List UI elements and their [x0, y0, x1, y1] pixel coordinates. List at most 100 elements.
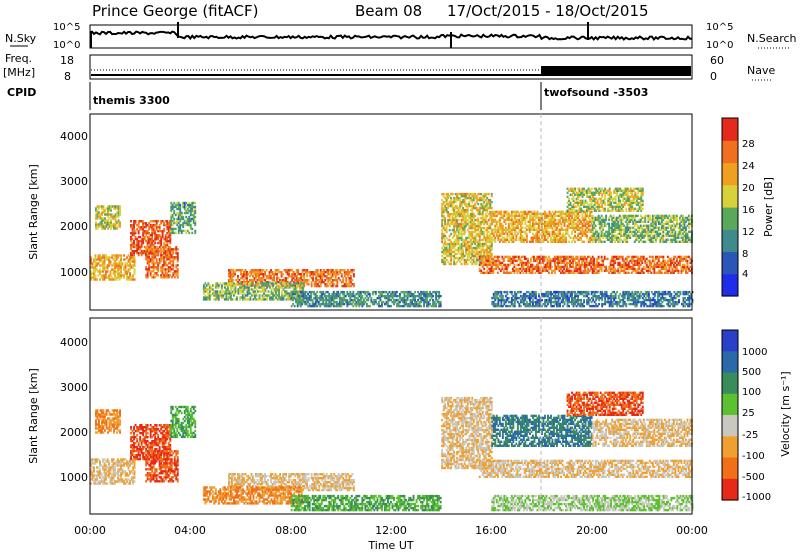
power-cell — [170, 254, 173, 257]
power-cell — [151, 226, 154, 229]
power-cell — [173, 248, 176, 251]
power-cell — [605, 265, 608, 269]
power-cell — [123, 274, 125, 277]
power-cell — [176, 217, 179, 221]
power-cell — [338, 304, 341, 308]
power-cell — [142, 222, 145, 225]
power-cell — [249, 284, 251, 288]
power-cell — [213, 290, 216, 293]
power-cell — [252, 283, 254, 286]
power-cell — [208, 286, 211, 289]
power-cell — [176, 270, 179, 273]
power-cell — [361, 296, 364, 300]
power-cell — [240, 288, 243, 291]
power-cell — [264, 298, 267, 301]
power-cell — [101, 227, 103, 230]
power-cell — [394, 298, 397, 302]
power-cell — [350, 302, 353, 306]
power-cell — [169, 258, 172, 261]
power-cell — [267, 282, 270, 285]
power-cell — [252, 298, 255, 301]
power-cell — [319, 279, 322, 282]
power-cell — [155, 224, 158, 227]
power-cell — [241, 283, 244, 286]
power-cell — [164, 239, 167, 243]
power-cell — [117, 211, 120, 214]
power-cell — [229, 275, 232, 278]
power-cell — [500, 210, 503, 214]
power-cell — [328, 300, 331, 304]
power-cell — [248, 290, 250, 293]
power-cell — [176, 258, 179, 261]
power-cell — [142, 220, 145, 223]
power-cell — [351, 283, 354, 286]
power-cell — [284, 286, 286, 289]
power-cell — [343, 283, 346, 286]
power-cell — [300, 275, 303, 278]
power-cell — [235, 279, 238, 282]
power-cell — [107, 211, 109, 214]
power-cell — [322, 269, 325, 272]
power-cell — [264, 271, 266, 274]
power-cell — [160, 248, 163, 251]
power-cell — [166, 264, 169, 267]
power-cell — [173, 221, 176, 225]
power-cell — [257, 284, 259, 287]
power-cell — [105, 207, 108, 210]
power-cell — [409, 298, 412, 302]
power-cell — [403, 290, 406, 294]
power-cell — [325, 269, 328, 272]
power-cell — [403, 296, 406, 300]
power-cell — [295, 281, 298, 284]
power-cell — [340, 300, 343, 304]
power-cell — [296, 296, 299, 299]
power-cell — [352, 290, 355, 294]
power-cell — [270, 284, 273, 287]
power-cell — [261, 296, 264, 299]
power-cell — [164, 268, 167, 271]
power-cell — [292, 284, 295, 288]
power-cell — [361, 304, 364, 308]
power-cell — [146, 276, 149, 279]
power-cell — [170, 276, 173, 279]
power-cell — [304, 296, 307, 300]
power-cell — [305, 300, 308, 304]
power-cell — [101, 213, 103, 216]
power-cell — [126, 270, 128, 273]
power-cell — [134, 232, 137, 235]
power-cell — [331, 298, 334, 302]
power-cell — [166, 239, 169, 243]
power-cell — [170, 219, 173, 223]
power-cell — [256, 273, 259, 276]
power-cell — [152, 270, 155, 273]
power-cell — [483, 267, 486, 271]
power-cell — [252, 271, 254, 274]
power-cell — [229, 271, 232, 274]
power-cell — [166, 228, 169, 231]
power-cell — [131, 241, 134, 245]
power-cell — [276, 269, 278, 272]
power-cell — [164, 274, 167, 277]
power-cell — [303, 279, 306, 282]
power-cell — [331, 294, 334, 298]
power-cell — [301, 275, 304, 278]
power-cell — [255, 284, 257, 288]
power-cell — [134, 230, 137, 233]
power-cell — [378, 302, 380, 306]
power-cell — [286, 269, 289, 272]
power-cell — [258, 294, 261, 297]
power-cell — [340, 273, 343, 276]
power-cell — [170, 213, 173, 217]
power-cell — [272, 286, 274, 289]
power-cell — [320, 294, 323, 298]
power-cell — [292, 292, 295, 296]
power-cell — [142, 249, 145, 253]
power-cell — [189, 209, 192, 213]
power-cell — [188, 221, 191, 225]
power-cell — [155, 246, 158, 249]
power-cell — [293, 286, 296, 289]
power-cell — [229, 277, 232, 280]
power-cell — [213, 294, 216, 297]
power-cell — [292, 273, 295, 276]
power-cell — [346, 271, 349, 274]
